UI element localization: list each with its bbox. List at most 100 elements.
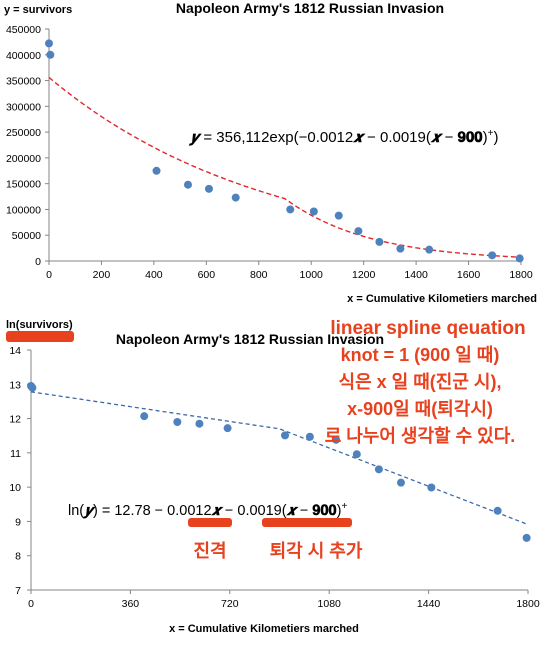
- data-point: [396, 478, 405, 487]
- y-tick-label: 8: [15, 551, 21, 563]
- eq1-close: ): [483, 129, 488, 146]
- annotation-advance: 진격: [193, 541, 226, 561]
- y-tick-label: 300000: [6, 101, 41, 113]
- data-point: [305, 432, 314, 441]
- eq1-x2: 𝒙: [430, 129, 444, 146]
- data-point: [281, 431, 290, 440]
- eq2-knot: 𝟗𝟎𝟎: [312, 503, 337, 519]
- x-tick-label: 800: [250, 269, 268, 281]
- y-tick-label: 10: [9, 482, 21, 494]
- eq1-knot: 𝟗𝟎𝟎: [458, 129, 484, 146]
- annotation-spline-note: linear spline qeuation knot = 1 (900 일 때…: [325, 318, 526, 446]
- chart-1: y = survivors Napoleon Army's 1812 Russi…: [4, 0, 537, 305]
- eq2-mid2: − 0.0019(: [221, 503, 287, 519]
- data-point: [427, 483, 436, 492]
- chart2-y-axis-label: ln(survivors): [6, 319, 73, 331]
- eq1-mid2: − 0.0019(: [363, 129, 431, 146]
- chart2-ylabel-highlight: [6, 331, 74, 342]
- x-tick-label: 400: [145, 269, 163, 281]
- y-tick-label: 12: [9, 414, 21, 426]
- eq1-end: ): [494, 129, 499, 146]
- y-tick-label: 450000: [6, 24, 41, 36]
- x-tick-label: 0: [28, 598, 34, 610]
- y-tick-label: 14: [9, 345, 21, 357]
- eq2-y: 𝒚: [82, 503, 96, 519]
- data-point: [223, 424, 232, 433]
- x-tick-label: 720: [221, 598, 239, 610]
- x-tick-label: 1600: [457, 269, 481, 281]
- chart1-equation: 𝒚 = 356,112exp(−0.0012𝒙 − 0.0019(𝒙 − 𝟗𝟎𝟎…: [188, 128, 499, 146]
- x-tick-label: 1200: [352, 269, 376, 281]
- data-point: [522, 533, 531, 542]
- y-tick-label: 100000: [6, 204, 41, 216]
- chart1-x-axis-label: x = Cumulative Kilometiers marched: [347, 293, 537, 305]
- eq1-minus: −: [441, 129, 458, 146]
- note-line-2: knot = 1 (900 일 때): [341, 345, 500, 365]
- note-line-1: linear spline qeuation: [330, 318, 525, 339]
- chart2-fit-line: [30, 391, 529, 526]
- x-tick-label: 0: [46, 269, 52, 281]
- x-tick-label: 1440: [417, 598, 441, 610]
- data-point: [425, 245, 434, 254]
- note-line-4: x-900일 때(퇴각시): [347, 399, 493, 419]
- data-point: [334, 211, 343, 220]
- data-point: [354, 227, 363, 236]
- data-point: [173, 418, 182, 426]
- chart1-y-axis-label: y = survivors: [4, 4, 72, 16]
- data-point: [515, 254, 524, 263]
- data-point: [352, 450, 361, 459]
- data-point: [45, 39, 53, 48]
- data-point: [195, 419, 204, 428]
- data-point: [140, 412, 149, 421]
- eq2-sup: +: [341, 501, 347, 512]
- x-tick-label: 1800: [509, 269, 533, 281]
- x-tick-label: 600: [198, 269, 216, 281]
- y-tick-label: 200000: [6, 153, 41, 165]
- data-point: [332, 435, 341, 444]
- data-point: [396, 244, 405, 253]
- annotation-retreat: 퇴각 시 추가: [270, 541, 363, 561]
- note-line-5: 로 나누어 생각할 수 있다.: [325, 425, 516, 446]
- chart1-points: [45, 39, 524, 263]
- data-point: [309, 207, 318, 216]
- y-tick-label: 50000: [12, 230, 41, 242]
- data-point: [183, 180, 192, 189]
- chart1-fit-curve: [48, 76, 522, 258]
- data-point: [375, 237, 384, 246]
- eq2-pre: ln(: [68, 503, 84, 519]
- x-tick-label: 1080: [318, 598, 342, 610]
- eq2-minus: −: [296, 503, 313, 519]
- data-point: [231, 193, 240, 202]
- eq1-x1: 𝒙: [352, 129, 366, 146]
- note-line-3: 식은 x 일 때(진군 시),: [339, 372, 502, 392]
- data-point: [488, 251, 497, 260]
- y-tick-label: 11: [10, 448, 21, 460]
- data-point: [204, 184, 213, 193]
- eq2-mid: ) = 12.78 − 0.0012: [93, 503, 212, 519]
- chart1-ticks: 0 50000 100000 150000 200000 250000 300000 3500…: [6, 24, 533, 281]
- y-tick-label: 13: [9, 379, 21, 391]
- data-point: [286, 205, 295, 214]
- chart-2: ln(survivors) Napoleon Army's 1812 Russi…: [6, 318, 540, 635]
- data-point: [152, 166, 161, 175]
- highlight-advance-term: [188, 518, 232, 527]
- chart2-points: [27, 382, 531, 542]
- chart1-title: Napoleon Army's 1812 Russian Invasion: [176, 0, 444, 16]
- eq2-close: ): [337, 503, 342, 519]
- chart2-x-axis-label: x = Cumulative Kilometiers marched: [169, 623, 359, 635]
- chart2-equation: ln(𝒚) = 12.78 − 0.0012𝒙 − 0.0019(𝒙 − 𝟗𝟎𝟎…: [68, 501, 347, 519]
- y-tick-label: 0: [35, 256, 41, 268]
- y-tick-label: 150000: [6, 179, 41, 191]
- y-tick-label: 7: [15, 585, 21, 597]
- eq1-lhs: 𝒚: [188, 129, 202, 146]
- y-tick-label: 400000: [6, 50, 41, 62]
- highlight-retreat-term: [262, 518, 352, 527]
- data-point: [493, 506, 502, 515]
- x-tick-label: 360: [122, 598, 140, 610]
- x-tick-label: 1400: [404, 269, 428, 281]
- chart2-ticks: 7 8 9 10 11 12 13 14 0 360 720 1080 1440 1800: [9, 345, 540, 610]
- data-point: [46, 50, 55, 59]
- x-tick-label: 200: [93, 269, 111, 281]
